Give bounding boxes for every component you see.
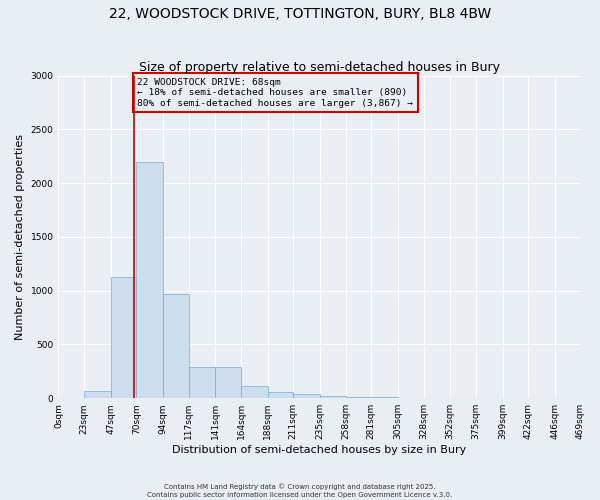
Bar: [320, 396, 346, 398]
Y-axis label: Number of semi-detached properties: Number of semi-detached properties: [15, 134, 25, 340]
Bar: [136, 162, 163, 398]
Bar: [241, 386, 268, 398]
Bar: [215, 367, 241, 398]
Bar: [111, 276, 136, 398]
X-axis label: Distribution of semi-detached houses by size in Bury: Distribution of semi-detached houses by …: [172, 445, 467, 455]
Text: Contains HM Land Registry data © Crown copyright and database right 2025.
Contai: Contains HM Land Registry data © Crown c…: [148, 484, 452, 498]
Text: 22 WOODSTOCK DRIVE: 68sqm
← 18% of semi-detached houses are smaller (890)
80% of: 22 WOODSTOCK DRIVE: 68sqm ← 18% of semi-…: [137, 78, 413, 108]
Bar: [346, 396, 371, 398]
Bar: [293, 394, 320, 398]
Bar: [188, 367, 215, 398]
Bar: [371, 397, 398, 398]
Bar: [84, 390, 111, 398]
Bar: [163, 294, 188, 398]
Bar: [268, 392, 293, 398]
Text: 22, WOODSTOCK DRIVE, TOTTINGTON, BURY, BL8 4BW: 22, WOODSTOCK DRIVE, TOTTINGTON, BURY, B…: [109, 8, 491, 22]
Title: Size of property relative to semi-detached houses in Bury: Size of property relative to semi-detach…: [139, 62, 500, 74]
